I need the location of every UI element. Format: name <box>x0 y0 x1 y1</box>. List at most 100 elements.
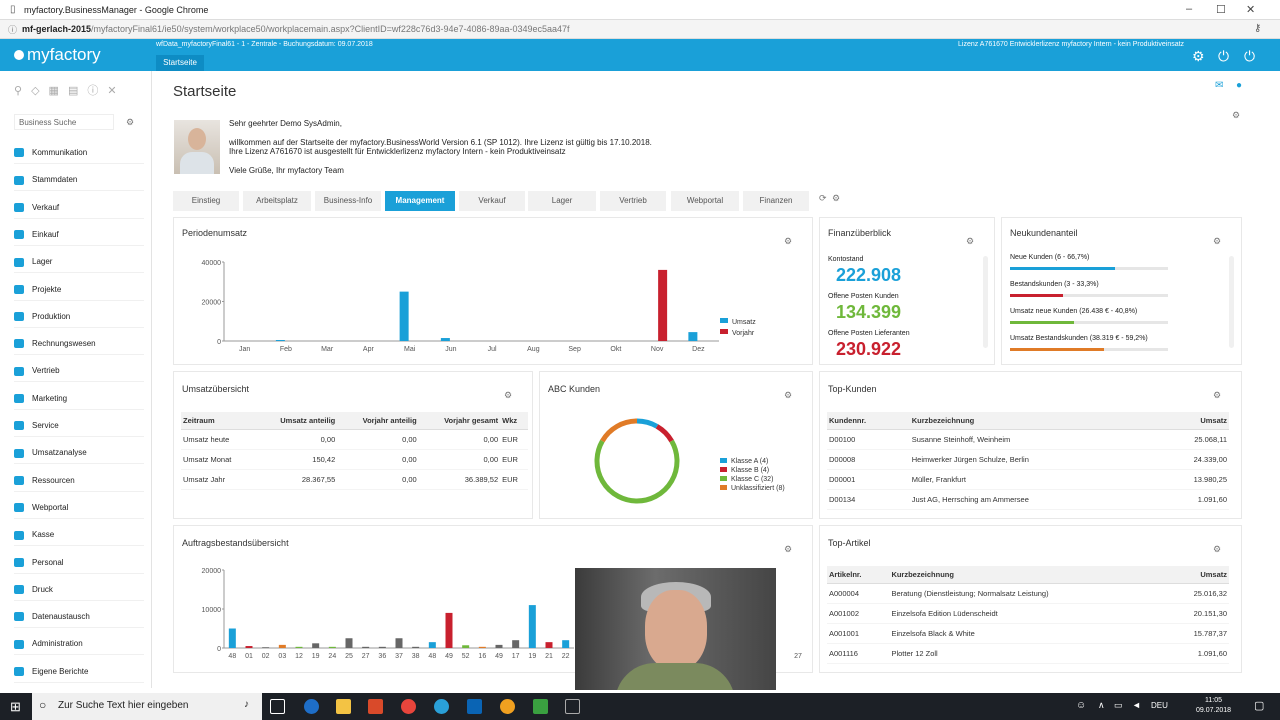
umsatz-settings-icon[interactable]: ⚙ <box>504 390 513 400</box>
table-row[interactable]: Umsatz Jahr 28.367,55 0,00 36.389,52 EUR <box>181 469 528 490</box>
topkunden-scroll[interactable]: Kundennr. Kurzbezeichnung Umsatz D00100 Sus… <box>827 412 1237 512</box>
chevron-up-icon[interactable]: ∧ <box>1098 700 1105 710</box>
language-indicator[interactable]: DEU <box>1151 701 1168 710</box>
taskbar-search[interactable]: ○ Zur Suche Text hier eingeben ♪ <box>32 693 262 720</box>
table-row[interactable]: D00001 Müller, Frankfurt 13.980,25 <box>827 469 1229 490</box>
pin-icon[interactable]: ⚲ <box>14 85 32 97</box>
table-row[interactable]: D00100 Susanne Steinhoff, Weinheim 25.068,… <box>827 429 1229 450</box>
app3-icon[interactable] <box>565 699 580 714</box>
sidebar-item[interactable]: Produktion <box>14 306 144 328</box>
maximize-icon[interactable]: ☐ <box>1216 4 1226 16</box>
notes-icon[interactable]: ▤ <box>67 85 88 97</box>
table-row[interactable]: Umsatz Monat 150,42 0,00 0,00 EUR <box>181 449 528 470</box>
tab-management[interactable]: Management <box>385 191 455 211</box>
sidebar-item[interactable]: Lager <box>14 251 144 274</box>
outlook-icon[interactable] <box>467 699 482 714</box>
task-view-icon[interactable] <box>270 699 285 714</box>
myfactory-logo[interactable]: myfactory <box>14 45 101 65</box>
close-icon[interactable]: ✕ <box>1246 4 1256 16</box>
app2-icon[interactable] <box>533 699 548 714</box>
column-header[interactable]: Kurzbezeichnung <box>889 566 1166 584</box>
column-header[interactable]: Umsatz <box>1165 566 1229 584</box>
address-bar[interactable]: ⓘ mf-gerlach-2015/myfactoryFinal61/ie50/… <box>0 20 1280 39</box>
finanz-scrollbar[interactable] <box>983 256 988 348</box>
column-header[interactable]: Kurzbezeichnung <box>909 412 1154 430</box>
table-row[interactable]: A001002 Einzelsofa Edition Lüdenscheidt 20… <box>827 603 1229 624</box>
settings-gear-icon[interactable]: ⚙ <box>1192 48 1205 64</box>
tab-business-info[interactable]: Business-Info <box>315 191 381 211</box>
finanz-settings-icon[interactable]: ⚙ <box>966 236 975 246</box>
ie-icon[interactable] <box>434 699 449 714</box>
abc-settings-icon[interactable]: ⚙ <box>784 390 793 400</box>
microphone-icon[interactable]: ♪ <box>244 699 249 710</box>
table-row[interactable]: A001116 Plotter 12 Zoll 1.091,60 <box>827 643 1229 664</box>
sidebar-item[interactable]: Vertrieb <box>14 360 144 383</box>
table-row[interactable]: Umsatz heute 0,00 0,00 0,00 EUR <box>181 429 528 450</box>
store-icon[interactable] <box>368 699 383 714</box>
mail-icon[interactable]: ✉ <box>1215 80 1224 91</box>
column-header[interactable]: Vorjahr gesamt <box>418 412 501 430</box>
column-header[interactable]: Wkz <box>500 412 528 430</box>
page-settings-icon[interactable]: ⚙ <box>1232 110 1241 120</box>
sidebar-item[interactable]: Administration <box>14 633 144 656</box>
key-icon[interactable]: ⚷ <box>1254 23 1262 34</box>
sidebar-item[interactable]: Umsatzanalyse <box>14 442 144 465</box>
auftrag-settings-icon[interactable]: ⚙ <box>784 544 793 554</box>
tab-lager[interactable]: Lager <box>528 191 596 211</box>
sidebar-item[interactable]: Projekte <box>14 279 144 301</box>
calendar-icon[interactable]: ▦ <box>48 85 68 97</box>
info-icon[interactable]: ⓘ <box>8 25 18 35</box>
power-icon[interactable]: ⏻ <box>1218 48 1230 64</box>
sidebar-item[interactable]: Eigene Berichte <box>14 661 144 683</box>
sidebar-item[interactable]: Rechnungswesen <box>14 333 144 356</box>
sidebar-item[interactable]: Verkauf <box>14 197 144 219</box>
tab-verkauf[interactable]: Verkauf <box>459 191 525 211</box>
tab-einstieg[interactable]: Einstieg <box>173 191 239 211</box>
url-text[interactable]: mf-gerlach-2015/myfactoryFinal61/ie50/sy… <box>22 24 570 34</box>
windows-start-icon[interactable]: ⊞ <box>10 699 21 714</box>
close-icon[interactable]: ✕ <box>107 85 126 97</box>
eraser-icon[interactable]: ◇ <box>31 85 49 97</box>
column-header[interactable]: Artikelnr. <box>827 566 890 584</box>
tabs-settings-icon[interactable]: ⚙ <box>832 193 841 203</box>
neukunden-scrollbar[interactable] <box>1229 256 1234 348</box>
search-settings-icon[interactable]: ⚙ <box>126 117 135 127</box>
neukunden-settings-icon[interactable]: ⚙ <box>1213 236 1222 246</box>
sidebar-item[interactable]: Druck <box>14 579 144 601</box>
sidebar-item[interactable]: Webportal <box>14 497 144 519</box>
tab-vertrieb[interactable]: Vertrieb <box>600 191 666 211</box>
table-row[interactable]: A001001 Einzelsofa Black & White 15.787,37 <box>827 623 1229 644</box>
table-row[interactable]: D00134 Just AG, Herrsching am Ammersee 1.0… <box>827 489 1229 510</box>
volume-icon[interactable]: ◄ <box>1132 700 1141 710</box>
app-icon[interactable] <box>500 699 515 714</box>
tab-webportal[interactable]: Webportal <box>671 191 739 211</box>
topartikel-scroll[interactable]: Artikelnr. Kurzbezeichnung Umsatz A000004 B… <box>827 566 1237 666</box>
sidebar-item[interactable]: Stammdaten <box>14 169 144 192</box>
column-header[interactable]: Kundennr. <box>827 412 910 430</box>
table-row[interactable]: A000004 Beratung (Dienstleistung; Normals… <box>827 583 1229 604</box>
topkunden-settings-icon[interactable]: ⚙ <box>1213 390 1222 400</box>
sidebar-item[interactable]: Service <box>14 415 144 437</box>
minimize-icon[interactable]: – <box>1186 3 1193 15</box>
sidebar-item[interactable]: Ressourcen <box>14 470 144 492</box>
edge-icon[interactable] <box>304 699 319 714</box>
info-icon[interactable]: ⓘ <box>87 85 108 97</box>
sidebar-item[interactable]: Kommunikation <box>14 142 144 164</box>
explorer-icon[interactable] <box>336 699 351 714</box>
column-header[interactable]: Vorjahr anteilig <box>337 412 419 430</box>
sidebar-item[interactable]: Datenaustausch <box>14 606 144 629</box>
column-header[interactable]: Umsatz <box>1153 412 1229 430</box>
business-search-input[interactable]: Business Suche <box>14 114 114 130</box>
sidebar-item[interactable]: Einkauf <box>14 224 144 246</box>
sidebar-item[interactable]: Marketing <box>14 388 144 410</box>
refresh-icon[interactable]: ⟳ <box>819 193 827 203</box>
network-icon[interactable]: ▭ <box>1114 700 1123 710</box>
notifications-icon[interactable]: ▢ <box>1254 700 1265 712</box>
tab-startseite[interactable]: Startseite <box>156 55 204 71</box>
column-header[interactable]: Zeitraum <box>181 412 255 430</box>
sidebar-item[interactable]: Kasse <box>14 524 144 547</box>
chrome-icon[interactable] <box>401 699 416 714</box>
column-header[interactable]: Umsatz anteilig <box>254 412 338 430</box>
tab-finanzen[interactable]: Finanzen <box>743 191 809 211</box>
taskbar-clock[interactable]: 11:05 09.07.2018 <box>1196 696 1231 716</box>
